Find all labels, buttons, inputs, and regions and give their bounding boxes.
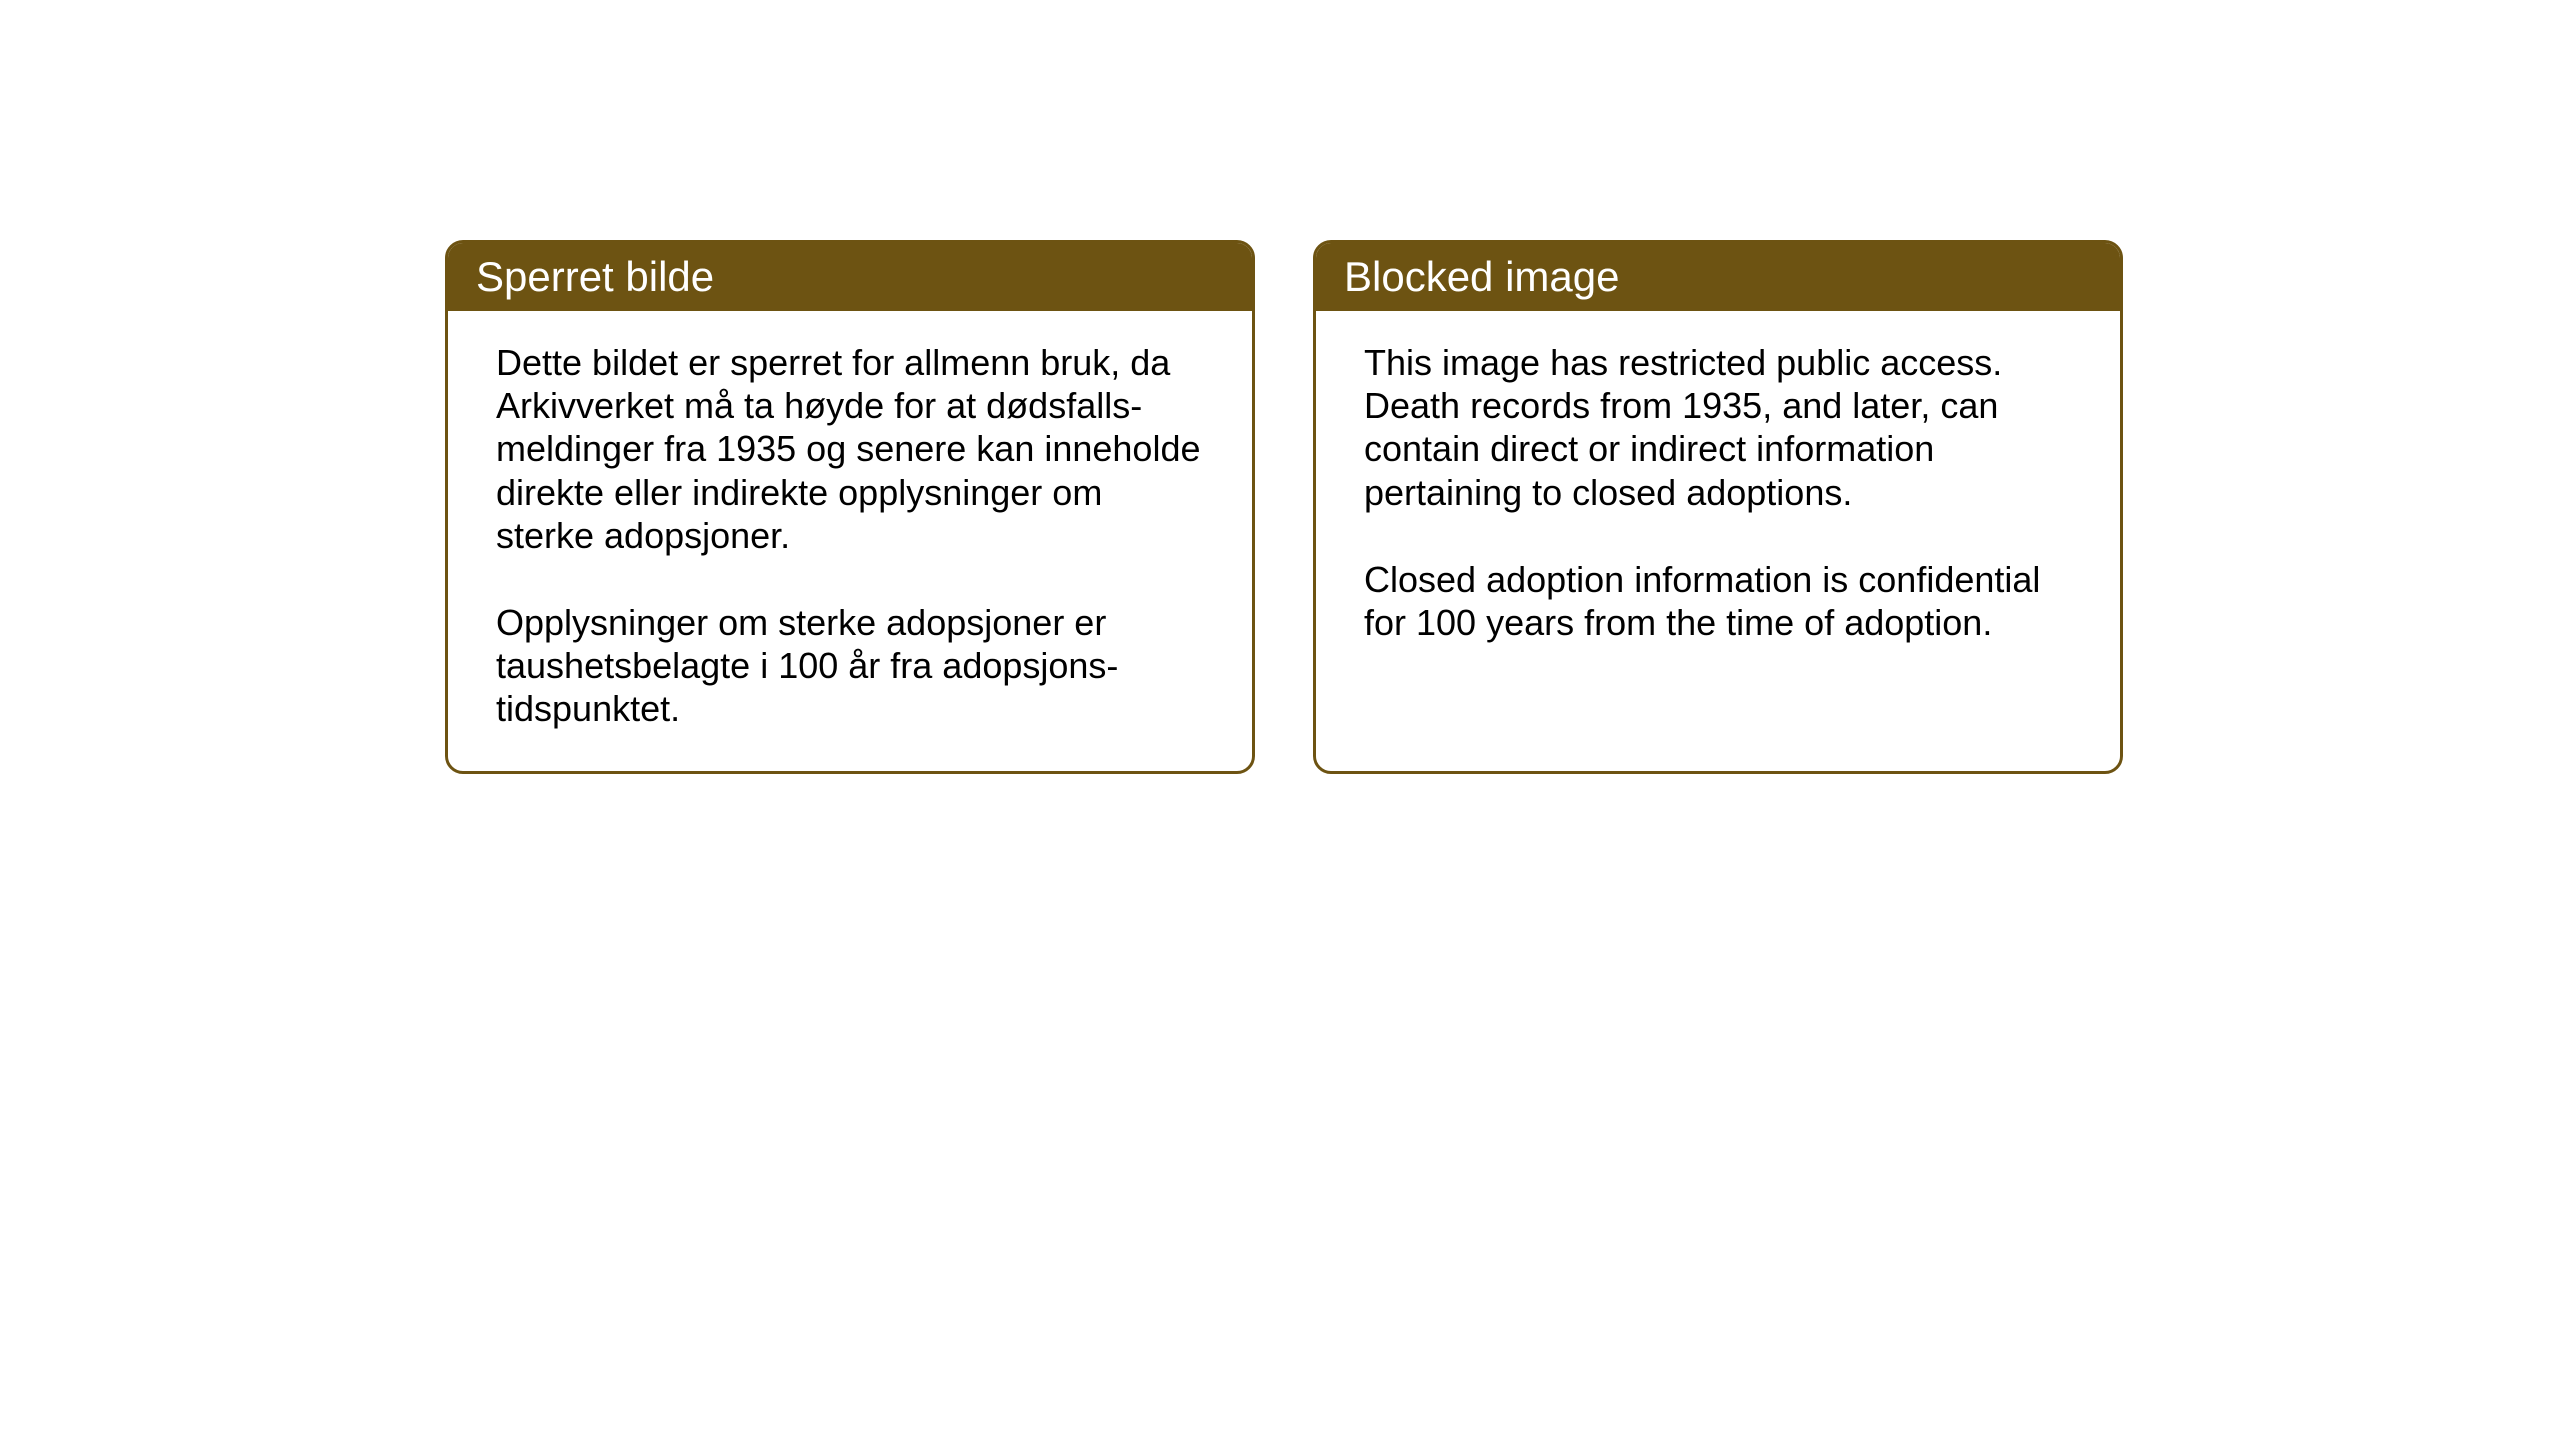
blocked-image-card-english: Blocked image This image has restricted … bbox=[1313, 240, 2123, 774]
card-header-english: Blocked image bbox=[1316, 243, 2120, 311]
card-paragraph-1-english: This image has restricted public access.… bbox=[1364, 341, 2072, 514]
card-paragraph-2-norwegian: Opplysninger om sterke adopsjoner er tau… bbox=[496, 601, 1204, 731]
cards-container: Sperret bilde Dette bildet er sperret fo… bbox=[445, 240, 2123, 774]
card-paragraph-2-english: Closed adoption information is confident… bbox=[1364, 558, 2072, 644]
card-body-norwegian: Dette bildet er sperret for allmenn bruk… bbox=[448, 311, 1252, 771]
card-title-english: Blocked image bbox=[1344, 253, 1619, 300]
card-title-norwegian: Sperret bilde bbox=[476, 253, 714, 300]
blocked-image-card-norwegian: Sperret bilde Dette bildet er sperret fo… bbox=[445, 240, 1255, 774]
card-body-english: This image has restricted public access.… bbox=[1316, 311, 2120, 684]
card-header-norwegian: Sperret bilde bbox=[448, 243, 1252, 311]
card-paragraph-1-norwegian: Dette bildet er sperret for allmenn bruk… bbox=[496, 341, 1204, 557]
